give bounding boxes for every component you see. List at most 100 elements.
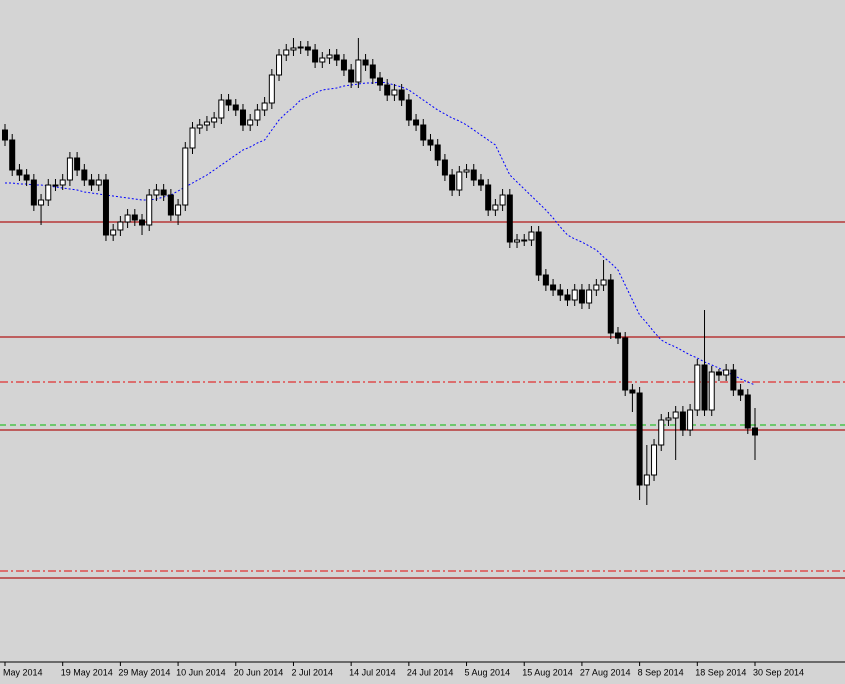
candle-body <box>362 59 369 66</box>
candle-body <box>131 214 138 221</box>
candle-body <box>74 157 81 171</box>
candle-body <box>355 59 362 83</box>
candle-body <box>578 289 585 304</box>
x-tick-label: 18 Sep 2014 <box>695 667 746 677</box>
x-tick-label: 2 Jul 2014 <box>291 667 333 677</box>
x-tick-label: 20 Jun 2014 <box>234 667 284 677</box>
candle-body <box>752 427 758 436</box>
candle-body <box>679 411 686 431</box>
candle-body <box>117 221 124 231</box>
candle-body <box>737 389 744 396</box>
candle-body <box>124 214 131 223</box>
candle-body <box>557 289 564 296</box>
candle-body <box>283 49 290 56</box>
x-tick-label: 15 Aug 2014 <box>522 667 573 677</box>
candle-body <box>139 219 146 226</box>
candle-body <box>434 144 441 161</box>
x-tick-label: 10 Jun 2014 <box>176 667 226 677</box>
candle-body <box>290 47 297 51</box>
candle-body <box>333 54 340 61</box>
candle-body <box>636 392 643 486</box>
candle-body <box>268 74 275 104</box>
candle-body <box>102 179 109 236</box>
candle-body <box>203 121 210 126</box>
candle-body <box>182 147 189 206</box>
candle-body <box>146 194 153 226</box>
candle-body <box>391 89 398 96</box>
candle-body <box>521 239 528 242</box>
candle-body <box>30 179 37 206</box>
candle-body <box>218 99 225 119</box>
candle-body <box>160 189 167 196</box>
candle-body <box>239 109 246 126</box>
candle-body <box>535 231 542 276</box>
candle-body <box>708 371 715 411</box>
candle-body <box>499 194 506 206</box>
candle-body <box>441 159 448 176</box>
candle-body <box>225 99 232 106</box>
candle-body <box>319 57 326 63</box>
candle-body <box>398 89 405 101</box>
candle-body <box>463 169 470 173</box>
candle-body <box>687 409 694 431</box>
candle-body <box>276 54 283 76</box>
candle-body <box>189 127 196 149</box>
candle-body <box>16 169 23 176</box>
candle-body <box>23 174 30 181</box>
candle-body <box>550 284 557 291</box>
candle-body <box>377 77 383 86</box>
candle-body <box>622 337 629 391</box>
candle-body <box>38 199 45 206</box>
candle-body <box>456 171 463 191</box>
candle-body <box>571 289 578 301</box>
candle-body <box>196 124 203 129</box>
candle-body <box>211 117 218 123</box>
candle-body <box>88 179 95 186</box>
x-tick-label: 19 May 2014 <box>61 667 113 677</box>
candle-body <box>514 239 521 243</box>
candle-body <box>413 119 420 126</box>
candle-body <box>470 169 477 181</box>
candle-body <box>485 184 492 211</box>
candle-body <box>744 394 751 429</box>
candle-body <box>607 279 614 334</box>
candle-body <box>658 419 665 446</box>
candle-body <box>175 204 182 216</box>
candle-body <box>348 69 355 83</box>
candle-body <box>723 369 730 376</box>
candle-body <box>564 294 571 301</box>
x-tick-label: 30 Sep 2014 <box>753 667 804 677</box>
candle-body <box>600 279 607 286</box>
candle-body <box>45 184 52 201</box>
x-tick-label: 27 Aug 2014 <box>580 667 631 677</box>
candle-body <box>369 64 376 79</box>
candle-body <box>261 102 268 111</box>
candle-body <box>715 371 722 376</box>
candle-body <box>384 84 391 96</box>
x-tick-label: 29 May 2014 <box>118 667 170 677</box>
candle-body <box>643 474 650 486</box>
candle-body <box>110 229 117 236</box>
candle-body <box>304 46 311 51</box>
candle-body <box>614 332 621 339</box>
candle-body <box>672 411 679 419</box>
candle-body <box>254 109 261 121</box>
candle-body <box>405 99 412 121</box>
candle-body <box>629 389 636 394</box>
candle-body <box>427 139 434 146</box>
candle-body <box>542 274 549 286</box>
candle-body <box>232 104 239 111</box>
x-tick-label: 24 Jul 2014 <box>407 667 454 677</box>
candle-body <box>477 179 484 186</box>
candle-body <box>420 124 427 141</box>
x-tick-label: 14 Jul 2014 <box>349 667 396 677</box>
candle-body <box>593 284 600 291</box>
candle-body <box>694 364 701 411</box>
candle-body <box>247 119 254 126</box>
candle-body <box>95 179 102 186</box>
candle-body <box>340 59 347 71</box>
x-tick-label: 5 Aug 2014 <box>465 667 511 677</box>
candle-body <box>297 46 304 49</box>
